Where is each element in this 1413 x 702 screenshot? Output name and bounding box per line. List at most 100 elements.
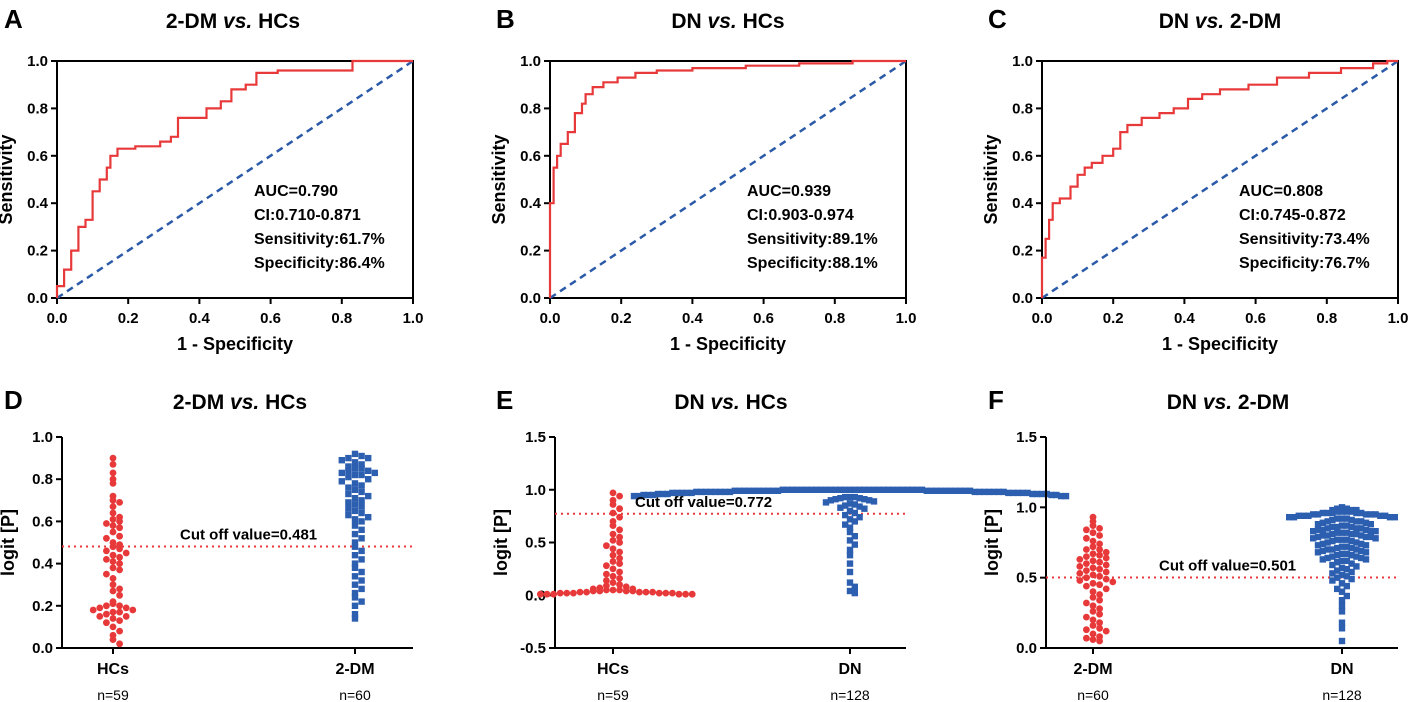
- data-point: [1102, 561, 1110, 569]
- y-tick-label: 0.8: [27, 100, 48, 117]
- data-point: [351, 552, 359, 559]
- data-point: [351, 522, 359, 529]
- y-tick-label: 0.2: [27, 243, 48, 260]
- data-point: [1083, 626, 1090, 634]
- data-point: [1329, 509, 1336, 517]
- chart-title-title-c: HCs: [740, 391, 788, 414]
- data-point: [947, 487, 954, 494]
- y-tick-label: 0.6: [32, 513, 53, 530]
- data-point: [856, 486, 863, 493]
- chart-title-title-b: vs.: [708, 10, 737, 33]
- data-point: [861, 496, 868, 503]
- data-point: [741, 487, 748, 494]
- data-point: [103, 570, 110, 578]
- data-point: [365, 454, 372, 462]
- data-point: [870, 498, 878, 505]
- data-point: [981, 488, 988, 496]
- data-point: [616, 568, 623, 576]
- data-point: [609, 551, 617, 559]
- data-point: [770, 487, 777, 494]
- data-point: [1338, 637, 1346, 645]
- chart-title: 2-DM vs. HCs: [166, 10, 300, 33]
- data-point: [966, 487, 974, 494]
- data-point: [116, 553, 123, 561]
- data-point: [1089, 588, 1097, 596]
- x-tick-label: 0.0: [540, 310, 561, 327]
- data-point: [957, 487, 964, 494]
- data-point: [109, 509, 117, 517]
- data-point: [1329, 577, 1336, 584]
- roc-curve: [1040, 59, 1398, 298]
- chart-title-title-a: 2-DM: [166, 10, 223, 33]
- x-tick-label: 0.0: [47, 310, 68, 327]
- data-point: [1362, 511, 1370, 518]
- data-point: [1372, 528, 1379, 535]
- data-point: [116, 524, 123, 532]
- data-point: [1083, 526, 1090, 534]
- data-point: [1372, 511, 1379, 518]
- data-point: [1329, 537, 1336, 545]
- data-point: [986, 488, 993, 496]
- data-point: [1338, 557, 1346, 564]
- group-label: HCs: [597, 661, 629, 678]
- data-point: [1083, 546, 1090, 553]
- data-point: [345, 454, 352, 462]
- data-point: [103, 619, 110, 627]
- chart-title-title-a: DN: [671, 10, 707, 33]
- data-point: [358, 585, 365, 593]
- data-point: [351, 480, 359, 487]
- data-point: [616, 560, 623, 567]
- panel-letter: F: [988, 385, 1004, 415]
- data-point: [851, 533, 858, 540]
- data-point: [1367, 511, 1374, 518]
- y-tick-label: 0.8: [520, 100, 541, 117]
- data-point: [760, 487, 767, 494]
- data-point: [1102, 585, 1110, 593]
- data-point: [609, 565, 617, 573]
- data-point: [351, 539, 359, 546]
- data-point: [109, 564, 117, 572]
- data-point: [358, 568, 365, 576]
- data-point: [678, 489, 686, 497]
- data-point: [1314, 533, 1322, 541]
- data-point: [109, 575, 117, 582]
- data-point: [1358, 525, 1365, 532]
- data-point: [116, 585, 123, 593]
- data-point: [1338, 564, 1346, 571]
- data-point: [103, 520, 110, 527]
- data-point: [596, 587, 604, 595]
- data-point: [655, 589, 663, 597]
- data-point: [1343, 550, 1350, 557]
- data-point: [1089, 529, 1097, 537]
- data-point: [1096, 546, 1103, 553]
- data-point: [1324, 539, 1331, 546]
- data-point: [122, 613, 130, 620]
- data-point: [1058, 492, 1065, 500]
- data-point: [1038, 490, 1046, 498]
- data-point: [808, 486, 815, 493]
- data-point: [616, 492, 623, 500]
- x-tick-label: 0.2: [118, 310, 139, 327]
- data-point: [635, 492, 642, 500]
- data-point: [851, 589, 858, 597]
- data-point: [1329, 561, 1336, 569]
- data-point: [880, 486, 887, 493]
- data-point: [351, 615, 359, 622]
- data-point: [116, 602, 123, 610]
- data-point: [616, 581, 623, 589]
- group-n-label: n=60: [339, 687, 371, 702]
- data-point: [1089, 579, 1097, 587]
- y-tick-label: 0.8: [1012, 100, 1033, 117]
- data-point: [662, 589, 670, 597]
- data-point: [351, 594, 359, 601]
- panel-letter: D: [4, 385, 23, 415]
- data-point: [96, 604, 104, 612]
- data-point: [866, 497, 873, 504]
- group-n-label: n=59: [597, 687, 629, 702]
- data-point: [842, 521, 849, 528]
- data-point: [1348, 530, 1355, 538]
- data-point: [122, 549, 130, 557]
- data-point: [851, 541, 858, 548]
- data-point: [616, 575, 623, 582]
- x-tick-label: 0.8: [824, 310, 845, 327]
